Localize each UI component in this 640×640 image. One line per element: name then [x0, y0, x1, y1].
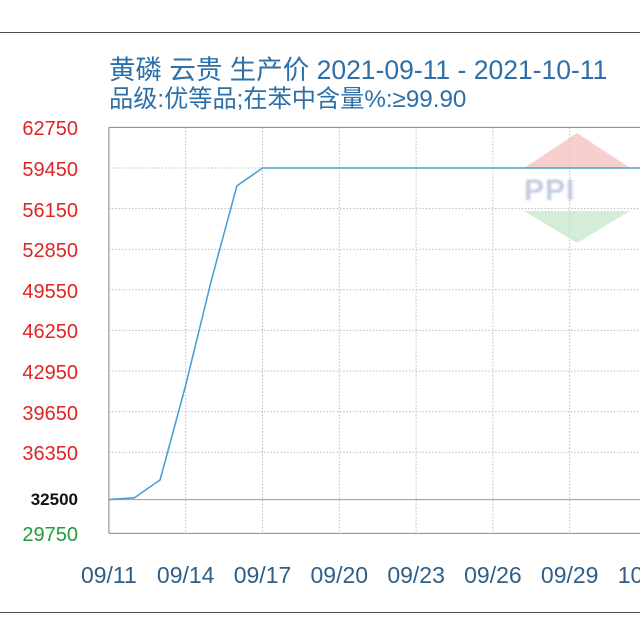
svg-text:PPI: PPI	[524, 174, 575, 207]
